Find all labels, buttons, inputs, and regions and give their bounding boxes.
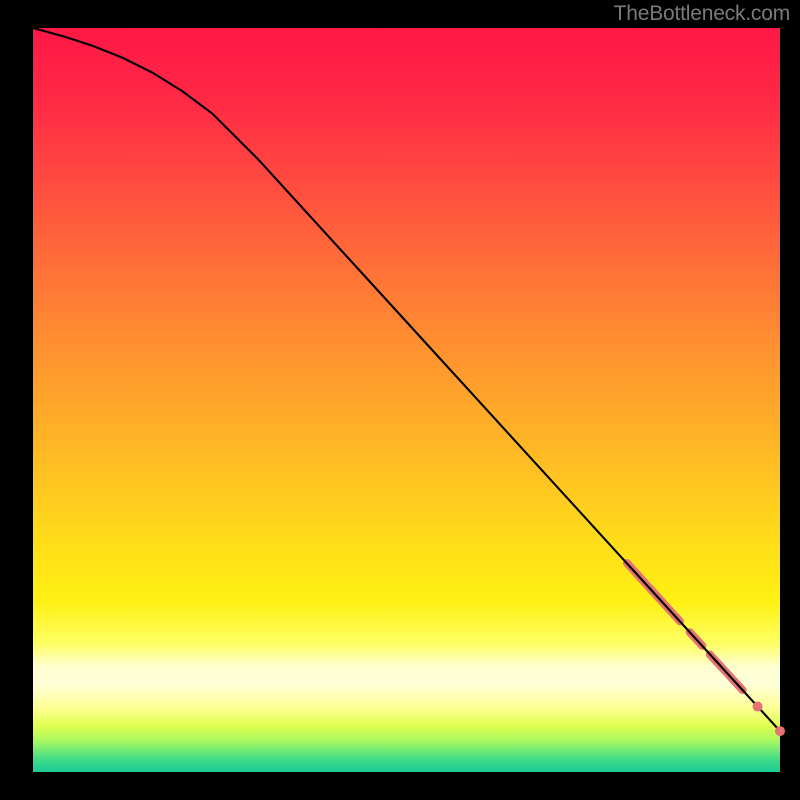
watermark-text: TheBottleneck.com — [614, 2, 790, 26]
chart-container — [0, 0, 800, 800]
chart-svg — [0, 0, 800, 800]
plot-background — [33, 28, 780, 772]
curve-marker — [775, 726, 785, 736]
curve-marker — [753, 702, 763, 712]
